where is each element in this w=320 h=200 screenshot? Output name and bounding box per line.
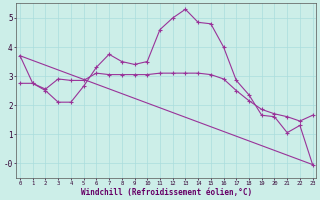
X-axis label: Windchill (Refroidissement éolien,°C): Windchill (Refroidissement éolien,°C): [81, 188, 252, 197]
